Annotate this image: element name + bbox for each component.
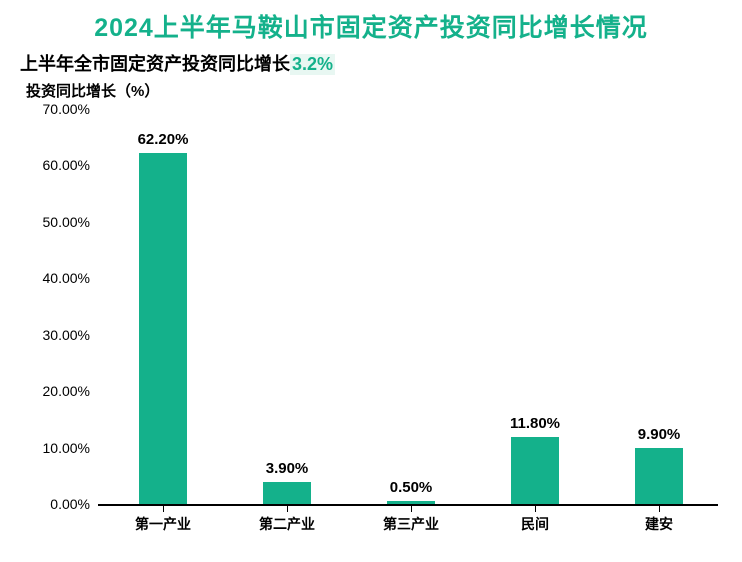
xtick-label: 民间: [521, 514, 549, 534]
xtick-label: 第一产业: [135, 514, 191, 534]
bar-value-label: 62.20%: [138, 131, 189, 148]
chart-title: 2024上半年马鞍山市固定资产投资同比增长情况: [20, 8, 722, 44]
bar: [139, 153, 187, 504]
chart-area: 0.00% 10.00% 20.00% 30.00% 40.00% 50.00% 60.00…: [26, 109, 726, 544]
ytick-label: 70.00%: [28, 101, 90, 117]
subtitle-prefix: 上半年全市固定资产投资同比增长: [20, 50, 290, 76]
xtick-label: 第二产业: [259, 514, 315, 534]
xtick-mark: [163, 506, 164, 512]
ytick-label: 40.00%: [28, 270, 90, 286]
subtitle-row: 上半年全市固定资产投资同比增长 3.2%: [20, 50, 722, 76]
bar-value-label: 11.80%: [510, 415, 560, 432]
ytick-label: 20.00%: [28, 383, 90, 399]
xtick-mark: [535, 506, 536, 512]
bar: [263, 482, 311, 504]
xtick-label: 第三产业: [383, 514, 439, 534]
ytick-label: 30.00%: [28, 327, 90, 343]
xaxis-line: [98, 504, 718, 506]
plot-area: 0.00%10.00%20.00%30.00%40.00%50.00%60.00…: [98, 109, 718, 504]
subtitle-highlight: 3.2%: [290, 54, 335, 75]
xtick-mark: [659, 506, 660, 512]
ytick-label: 10.00%: [28, 440, 90, 456]
bar-value-label: 0.50%: [390, 479, 433, 496]
ytick-label: 60.00%: [28, 157, 90, 173]
bar-value-label: 3.90%: [266, 460, 309, 477]
ytick-label: 0.00%: [28, 496, 90, 512]
bar: [635, 448, 683, 504]
chart-container: 2024上半年马鞍山市固定资产投资同比增长情况 上半年全市固定资产投资同比增长 …: [0, 0, 742, 562]
xtick-mark: [411, 506, 412, 512]
xtick-label: 建安: [645, 514, 673, 534]
bar-value-label: 9.90%: [638, 426, 681, 443]
bar: [387, 501, 435, 504]
xtick-mark: [287, 506, 288, 512]
yaxis-title: 投资同比增长（%）: [26, 80, 722, 101]
ytick-label: 50.00%: [28, 214, 90, 230]
bar: [511, 437, 559, 504]
